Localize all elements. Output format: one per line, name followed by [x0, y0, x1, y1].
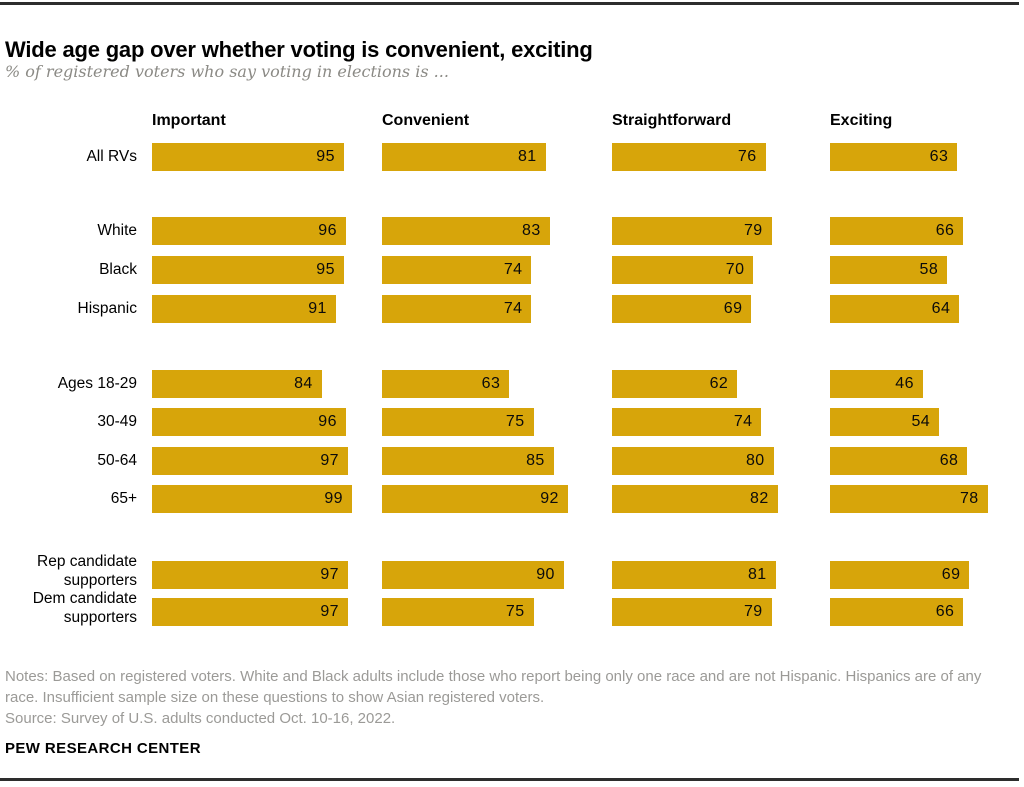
chart-row: Hispanic 91 74 69 64	[0, 295, 1024, 323]
column-header-important: Important	[152, 112, 226, 129]
bar: 74	[382, 256, 532, 284]
bar: 75	[382, 598, 534, 626]
notes-text: Notes: Based on registered voters. White…	[5, 668, 982, 706]
chart-row: All RVs 95 81 76 63	[0, 143, 1024, 171]
bar: 66	[830, 217, 964, 245]
chart-row: 50-64 97 85 80 68	[0, 447, 1024, 475]
column-header-straightforward: Straightforward	[612, 112, 732, 129]
bottom-divider	[0, 778, 1019, 781]
source-text: Source: Survey of U.S. adults conducted …	[5, 710, 396, 727]
bar: 80	[612, 447, 774, 475]
bar: 82	[612, 485, 778, 513]
chart-row: White 96 83 79 66	[0, 217, 1024, 245]
bar: 64	[830, 295, 960, 323]
row-label: Dem candidate supporters	[32, 590, 137, 626]
chart-row: Dem candidate supporters 97 75 79 66	[0, 590, 1024, 626]
column-header-convenient: Convenient	[382, 112, 470, 129]
row-label: Ages 18-29	[57, 375, 137, 392]
bar: 95	[152, 143, 344, 171]
notes-block: Notes: Based on registered voters. White…	[5, 666, 1017, 729]
bar: 74	[612, 408, 762, 436]
bar: 62	[612, 370, 738, 398]
column-header-exciting: Exciting	[830, 112, 893, 129]
chart-row: Ages 18-29 84 63 62 46	[0, 370, 1024, 398]
row-label: All RVs	[86, 148, 137, 165]
bar: 63	[382, 370, 510, 398]
bar: 92	[382, 485, 568, 513]
bar: 74	[382, 295, 532, 323]
bar: 79	[612, 598, 772, 626]
row-label: 30-49	[97, 413, 137, 430]
bar: 75	[382, 408, 534, 436]
bar: 81	[382, 143, 546, 171]
bar: 83	[382, 217, 550, 245]
top-divider	[0, 2, 1019, 5]
bar: 90	[382, 561, 564, 589]
chart-row: Rep candidate supporters 97 90 81 69	[0, 553, 1024, 589]
bar: 69	[612, 295, 752, 323]
bar: 70	[612, 256, 754, 284]
bar: 97	[152, 598, 348, 626]
bar: 97	[152, 561, 348, 589]
bar: 85	[382, 447, 554, 475]
bar: 95	[152, 256, 344, 284]
row-label: 65+	[110, 490, 137, 507]
bar: 99	[152, 485, 352, 513]
bar: 96	[152, 408, 346, 436]
bar: 46	[830, 370, 923, 398]
row-label: Hispanic	[77, 300, 137, 317]
chart-title: Wide age gap over whether voting is conv…	[5, 36, 593, 62]
bar: 76	[612, 143, 766, 171]
bar: 68	[830, 447, 968, 475]
bar: 81	[612, 561, 776, 589]
bar: 79	[612, 217, 772, 245]
row-label: Black	[99, 261, 137, 278]
bar: 66	[830, 598, 964, 626]
bar: 69	[830, 561, 970, 589]
row-label: 50-64	[97, 452, 137, 469]
bar: 91	[152, 295, 336, 323]
pew-research-center-wordmark: PEW RESEARCH CENTER	[5, 740, 201, 757]
row-label: Rep candidate supporters	[37, 553, 137, 589]
bar: 84	[152, 370, 322, 398]
bar: 78	[830, 485, 988, 513]
row-label: White	[97, 222, 137, 239]
bar: 54	[830, 408, 940, 436]
bar: 97	[152, 447, 348, 475]
bar: 96	[152, 217, 346, 245]
bar: 63	[830, 143, 958, 171]
chart-row: Black 95 74 70 58	[0, 256, 1024, 284]
chart-row: 30-49 96 75 74 54	[0, 408, 1024, 436]
chart-subtitle: % of registered voters who say voting in…	[5, 62, 449, 81]
bar: 58	[830, 256, 948, 284]
chart-row: 65+ 99 92 82 78	[0, 485, 1024, 513]
